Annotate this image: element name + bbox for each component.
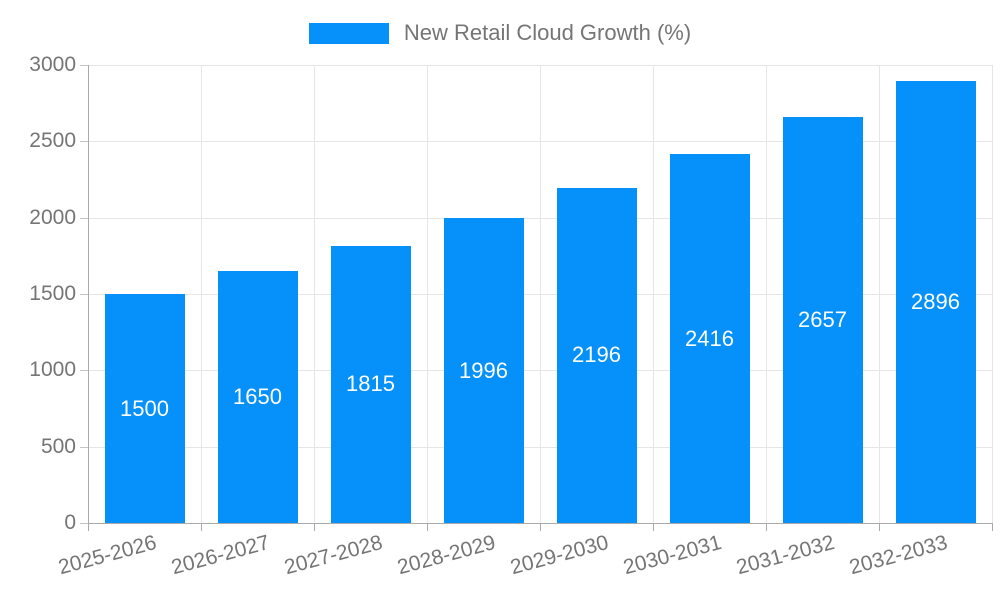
legend[interactable]: New Retail Cloud Growth (%) [0, 20, 1000, 46]
x-axis-tick [201, 524, 202, 531]
plot-area: 0 500 1000 1500 2000 2500 3000 1500 2025-2026 165… [29, 53, 993, 579]
x-axis-tick [766, 524, 767, 531]
x-gridline [427, 65, 428, 523]
bar-value-label: 1996 [459, 357, 508, 383]
bar-2028-2029[interactable]: 1996 [443, 218, 524, 523]
y-axis-tick [80, 141, 88, 143]
bar-value-label: 2896 [911, 288, 960, 314]
bar-2029-2030[interactable]: 2196 [556, 187, 637, 523]
y-axis-label: 2000 [29, 205, 76, 229]
bar-2026-2027[interactable]: 1650 [217, 271, 298, 523]
x-gridline [314, 65, 315, 523]
bar-2030-2031[interactable]: 2416 [669, 154, 750, 523]
y-axis-label: 3000 [29, 53, 76, 76]
y-axis-tick [80, 523, 88, 524]
y-axis-label: 2500 [29, 129, 76, 153]
bar-2032-2033[interactable]: 2896 [895, 80, 976, 523]
x-axis-tick [879, 524, 880, 531]
bar-2027-2028[interactable]: 1815 [330, 245, 411, 523]
y-axis-label: 500 [40, 434, 76, 458]
x-gridline [201, 65, 202, 523]
y-axis-label: 1000 [29, 358, 76, 382]
x-axis-tick [540, 524, 541, 531]
x-axis-tick [653, 524, 654, 531]
x-axis-tick [88, 524, 89, 531]
x-axis-tick [314, 524, 315, 531]
bar-2031-2032[interactable]: 2657 [782, 117, 863, 523]
bar-value-label: 2196 [572, 342, 621, 368]
x-axis-line [88, 523, 993, 524]
x-axis-tick [992, 524, 993, 531]
y-axis-tick [80, 370, 88, 372]
bar-value-label: 2416 [685, 325, 734, 351]
bar-value-label: 1815 [346, 371, 395, 397]
x-gridline [766, 65, 767, 523]
y-axis-line [88, 65, 89, 524]
y-axis-label: 1500 [29, 282, 76, 305]
bar-value-label: 2657 [798, 307, 847, 333]
y-axis-tick [80, 446, 88, 448]
legend-label: New Retail Cloud Growth (%) [403, 20, 692, 45]
y-axis-tick [80, 294, 88, 295]
x-gridline [992, 65, 993, 523]
legend-swatch [308, 22, 389, 44]
x-axis-tick [427, 524, 428, 531]
x-gridline [540, 65, 541, 523]
bar-2025-2026[interactable]: 1500 [104, 294, 185, 523]
x-gridline [653, 65, 654, 523]
y-axis-tick [80, 65, 88, 66]
y-axis-tick [80, 217, 88, 219]
x-gridline [879, 65, 880, 523]
bar-value-label: 1650 [233, 384, 282, 410]
y-axis-label: 0 [64, 511, 76, 534]
bar-value-label: 1500 [120, 395, 169, 421]
